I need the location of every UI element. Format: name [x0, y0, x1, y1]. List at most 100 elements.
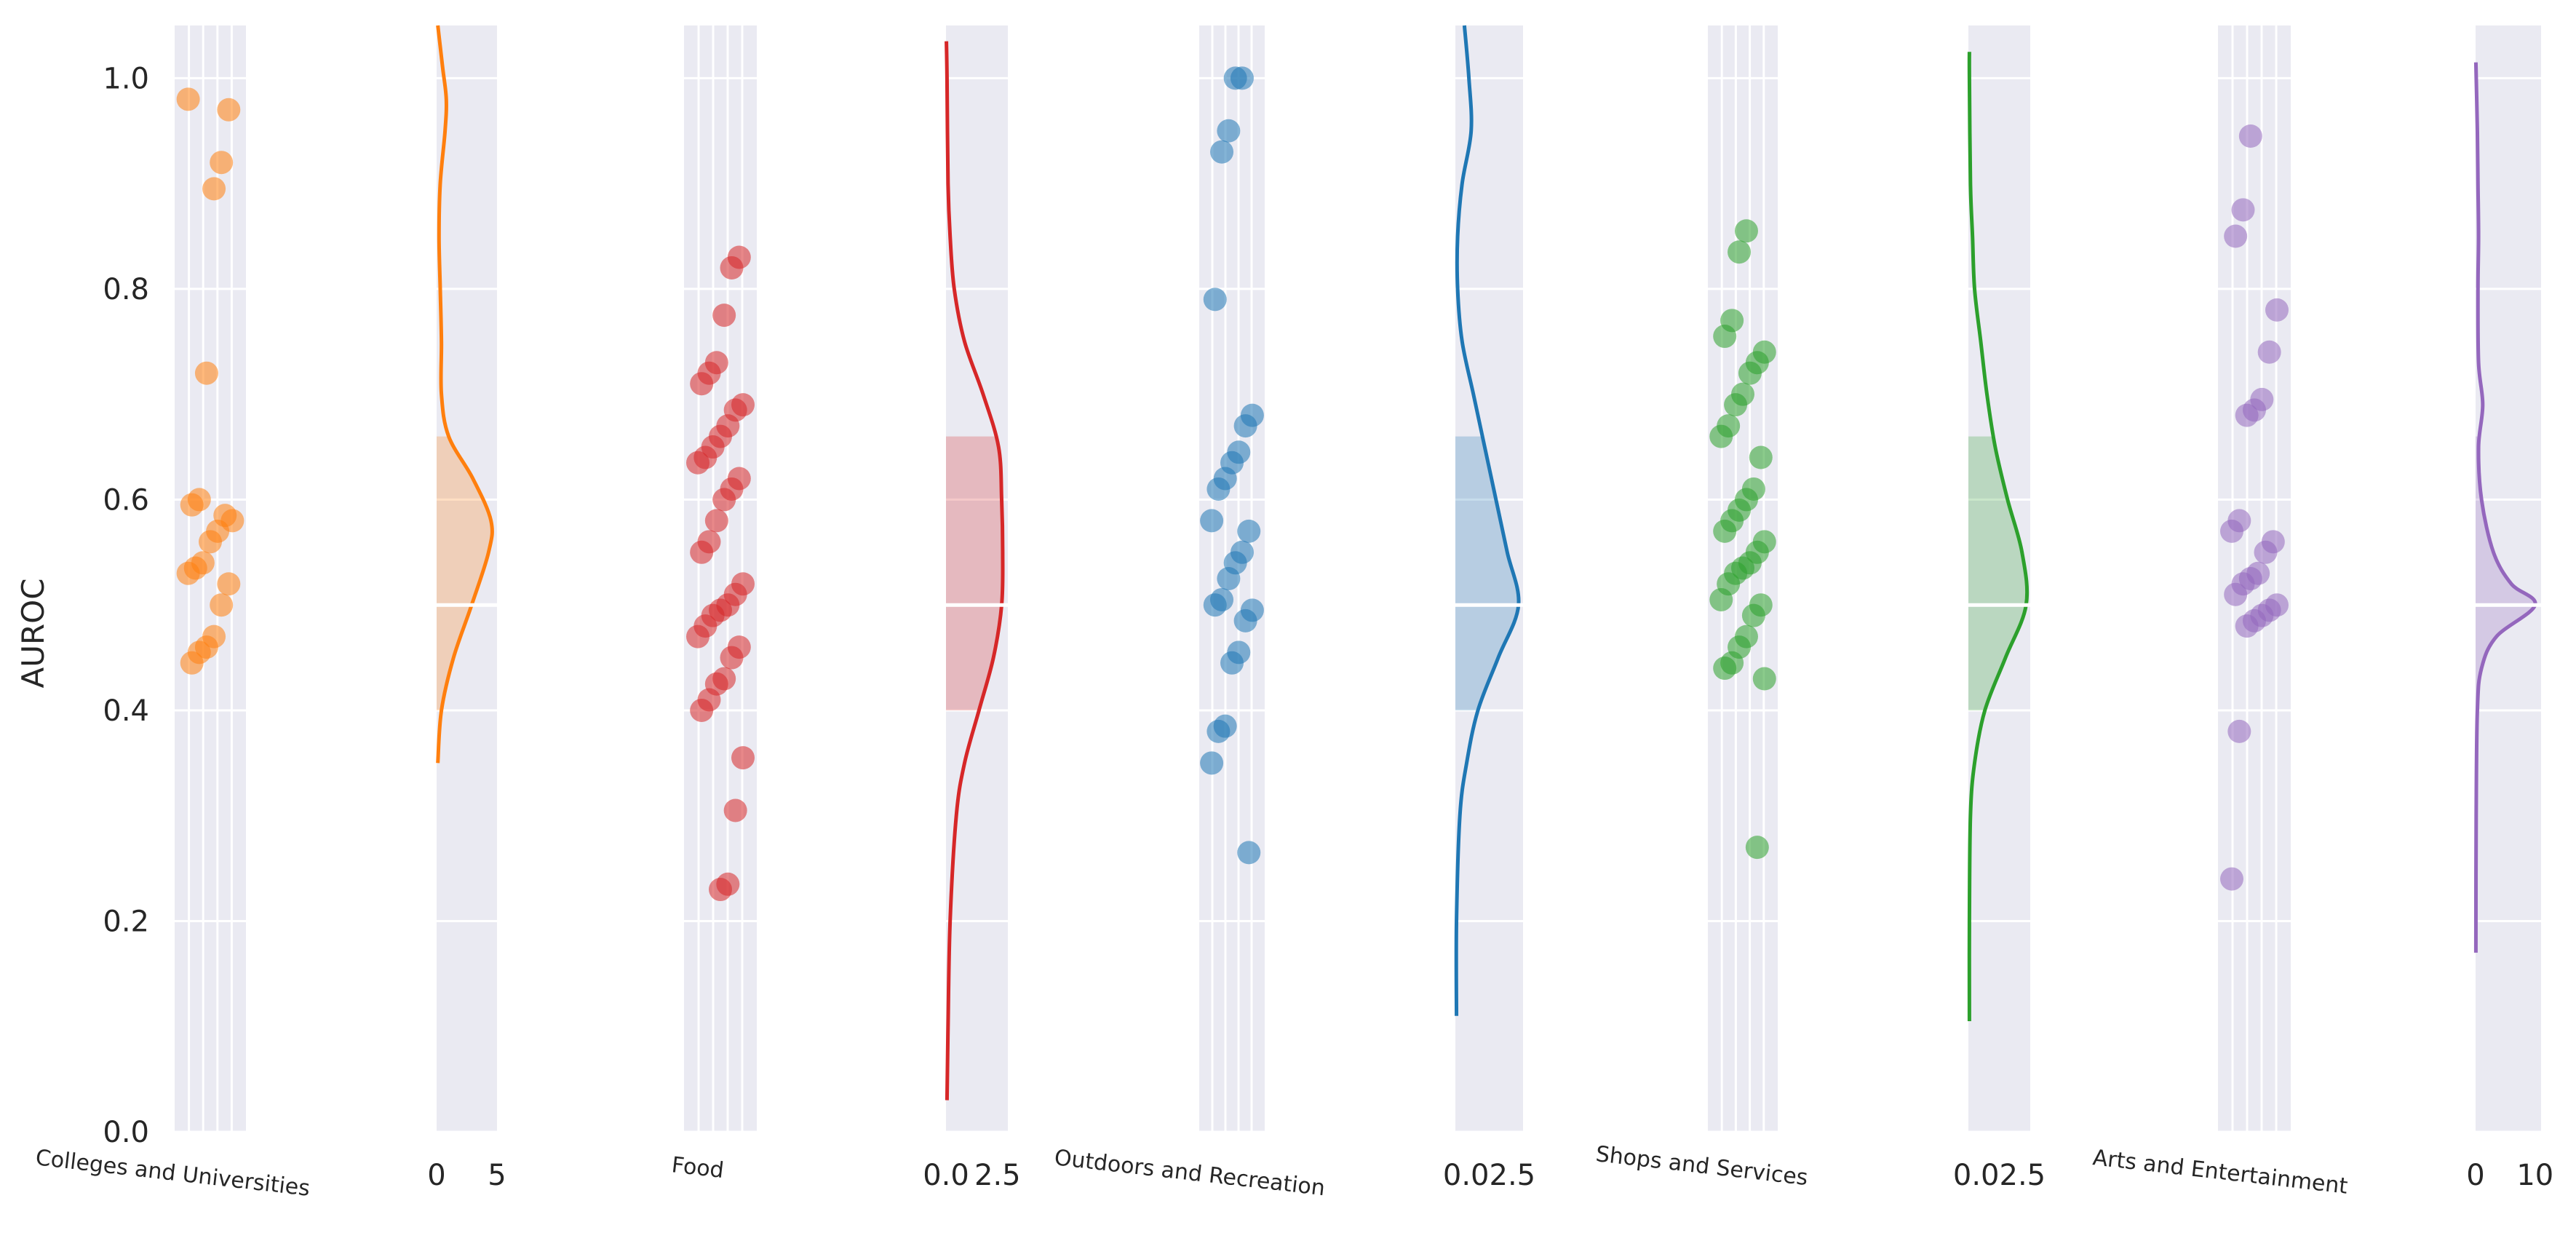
data-point: [1210, 140, 1234, 164]
data-point: [1713, 325, 1737, 349]
data-point: [1206, 477, 1231, 501]
y-tick-label: 0.2: [103, 905, 149, 938]
data-point: [720, 646, 744, 670]
category-label: Food: [670, 1152, 725, 1183]
data-point: [1223, 66, 1247, 90]
data-point: [1734, 219, 1758, 243]
data-point: [2224, 582, 2248, 606]
strip-panel: [2218, 25, 2291, 1133]
data-point: [1752, 667, 1776, 691]
data-point: [686, 624, 709, 649]
data-point: [1206, 719, 1231, 743]
data-point: [1233, 608, 1257, 633]
data-point: [1217, 119, 1241, 143]
data-point: [1709, 587, 1733, 611]
strip-panel: [175, 25, 246, 1133]
data-point: [202, 177, 226, 201]
data-point: [1738, 361, 1762, 385]
data-point: [1237, 841, 1261, 865]
density-background: [1968, 25, 2030, 1132]
data-point: [1203, 593, 1227, 617]
data-point: [1741, 603, 1765, 627]
data-point: [2227, 719, 2251, 743]
category-label: Colleges and Universities: [34, 1145, 311, 1202]
density-tick-label: 0.02.5: [1443, 1159, 1535, 1192]
data-point: [1724, 393, 1748, 417]
data-point: [690, 698, 714, 722]
density-curve: [1967, 52, 2030, 1022]
data-point: [194, 361, 218, 385]
data-point: [1217, 567, 1241, 590]
density-tick-label: 2.5: [974, 1159, 1021, 1192]
data-point: [720, 255, 744, 279]
density-fill: [946, 436, 1003, 710]
data-point: [1713, 519, 1737, 543]
density-background: [1455, 25, 1523, 1132]
data-point: [1203, 288, 1227, 312]
data-point: [180, 493, 204, 517]
data-point: [686, 451, 709, 475]
density-background: [946, 25, 1008, 1132]
data-point: [1745, 836, 1769, 860]
density-panel: 0 10: [2466, 25, 2553, 1192]
strip-panel: [684, 25, 757, 1133]
data-point: [210, 151, 234, 175]
density-curve: [945, 41, 1005, 1101]
data-point: [199, 530, 222, 554]
y-tick-label: 1.0: [103, 62, 149, 95]
strip-panel: [1199, 25, 1265, 1133]
density-panel: 0.02.5: [1443, 25, 1535, 1192]
density-curve: [2473, 62, 2537, 953]
y-tick-label: 0.0: [103, 1116, 149, 1149]
data-point: [217, 98, 241, 122]
data-point: [723, 798, 747, 822]
data-point: [2257, 340, 2281, 364]
data-point: [2220, 867, 2243, 891]
data-point: [709, 878, 732, 902]
data-point: [704, 509, 728, 533]
density-curve: [1454, 25, 1521, 1016]
density-curve: [436, 25, 494, 764]
density-tick-label: 0: [427, 1159, 445, 1192]
category-label: Shops and Services: [1594, 1141, 1809, 1191]
data-point: [1233, 414, 1257, 438]
density-tick-label: 10: [2516, 1159, 2553, 1192]
data-point: [217, 572, 241, 596]
y-axis-title: AUROC: [15, 578, 51, 688]
category-label: Arts and Entertainment: [2091, 1145, 2349, 1199]
data-point: [210, 593, 234, 617]
data-point: [180, 651, 204, 675]
density-tick-label: 5: [488, 1159, 506, 1192]
data-point: [1713, 657, 1737, 681]
data-point: [690, 372, 714, 396]
data-point: [2235, 614, 2259, 638]
data-point: [712, 304, 736, 328]
density-tick-label: 0.02.5: [1953, 1159, 2046, 1192]
data-point: [176, 561, 200, 585]
strip-panels: [175, 25, 2291, 1133]
data-point: [2220, 519, 2243, 543]
density-panel: 0.02.5: [1953, 25, 2046, 1192]
data-point: [2254, 540, 2278, 564]
data-point: [690, 540, 714, 564]
density-panels: 0 5 0.0 2.5 0.02.5 0.02.5 0 10: [427, 25, 2553, 1192]
data-point: [1237, 519, 1261, 543]
density-tick-label: 0.0: [923, 1159, 969, 1192]
data-point: [1220, 651, 1244, 675]
data-point: [2231, 198, 2255, 222]
data-point: [2235, 403, 2259, 427]
data-point: [1749, 445, 1773, 469]
data-point: [731, 746, 755, 770]
y-tick-label: 0.8: [103, 273, 149, 306]
density-fill: [437, 436, 493, 710]
density-tick-label: 0: [2466, 1159, 2484, 1192]
density-background: [437, 25, 497, 1132]
y-tick-label: 0.6: [103, 483, 149, 517]
y-axis: 0.0 0.2 0.4 0.6 0.8 1.0: [103, 62, 149, 1149]
data-point: [176, 87, 200, 111]
data-point: [2224, 224, 2248, 248]
y-tick-label: 0.4: [103, 694, 149, 728]
